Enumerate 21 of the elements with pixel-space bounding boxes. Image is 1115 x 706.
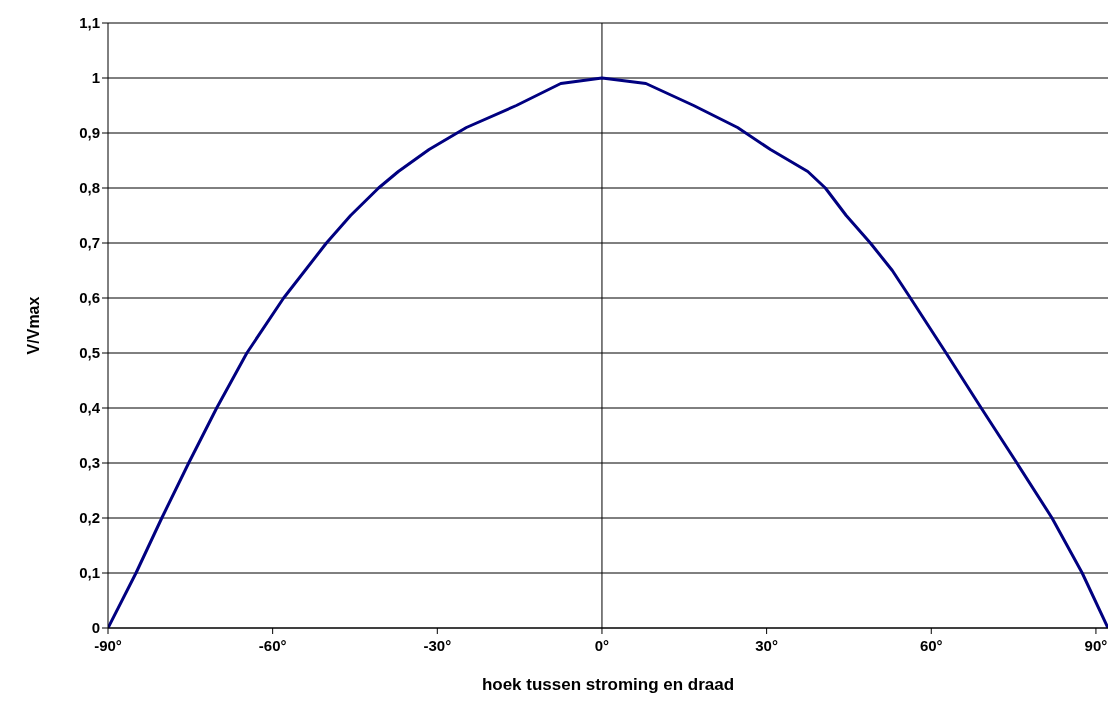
x-tick-label: 30° — [755, 636, 778, 654]
y-tick-label: 0,8 — [79, 179, 100, 197]
y-tick-label: 0,5 — [79, 344, 100, 362]
y-tick-label: 0,7 — [79, 234, 100, 252]
x-tick-label: 60° — [919, 636, 943, 654]
x-tick-label: 90° — [1084, 636, 1108, 654]
x-axis-title: hoek tussen stroming en draad — [481, 675, 735, 695]
x-tick-label: 0° — [594, 636, 610, 654]
y-tick-label: 1 — [91, 69, 100, 87]
x-tick-label: -60° — [258, 636, 287, 654]
y-axis-title: V/Vmax — [24, 296, 42, 355]
y-tick-label: 0,6 — [79, 289, 100, 307]
y-tick-label: 0,2 — [79, 509, 100, 527]
y-tick-label: 1,1 — [79, 14, 100, 32]
y-tick-label: 0,4 — [79, 399, 101, 417]
x-tick-label: -30° — [423, 636, 452, 654]
x-tick-label: -90° — [94, 636, 122, 654]
y-tick-label: 0,3 — [79, 454, 100, 472]
y-tick-label: 0,9 — [79, 124, 100, 142]
y-tick-label: 0 — [91, 619, 100, 637]
y-tick-label: 0,1 — [79, 564, 100, 582]
